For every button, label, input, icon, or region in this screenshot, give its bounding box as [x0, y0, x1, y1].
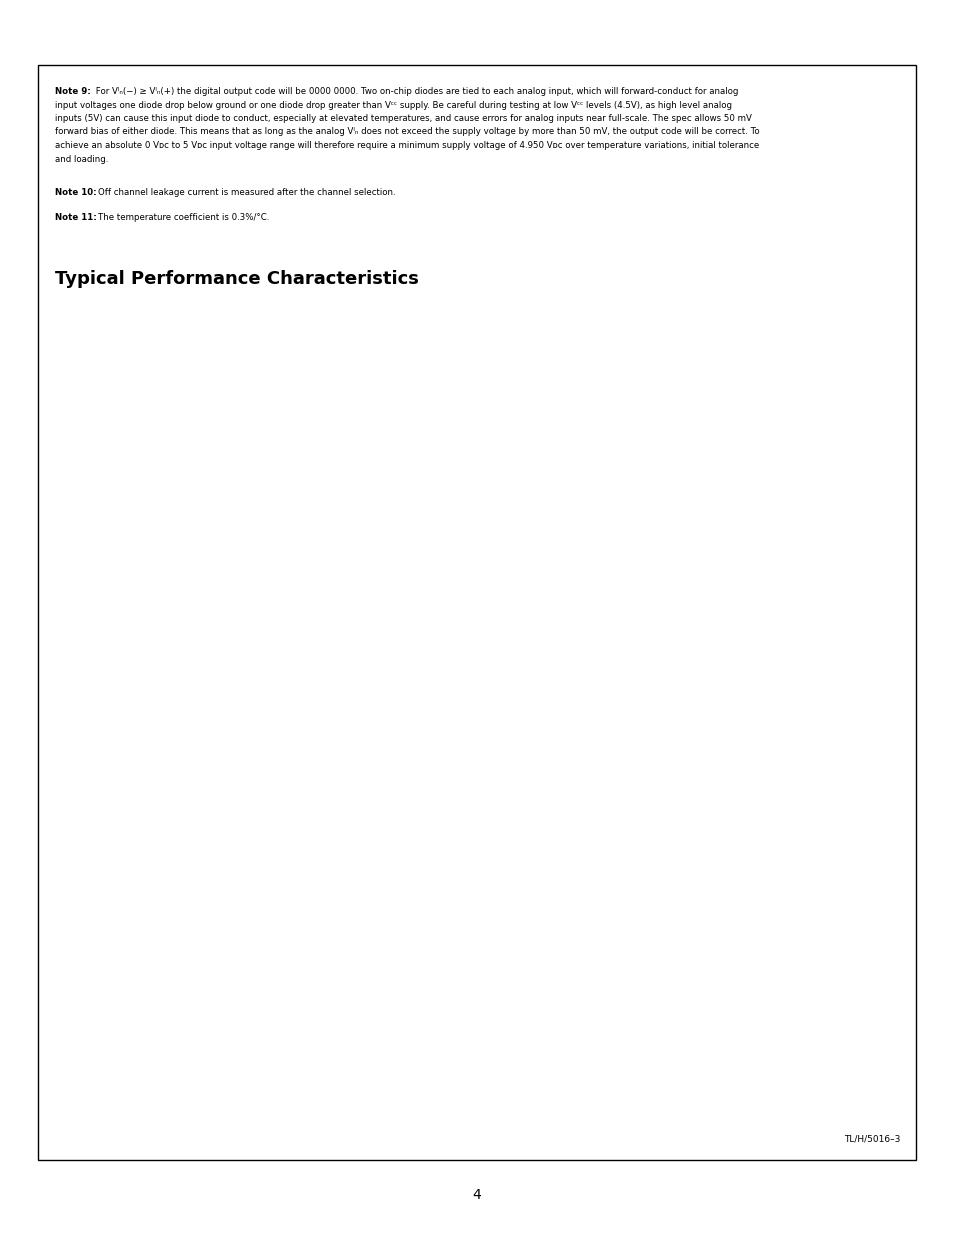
- X-axis label: V$_{CC}$ – SUPPLY VOLTAGE (V$_{DC}$): V$_{CC}$ – SUPPLY VOLTAGE (V$_{DC}$): [116, 446, 213, 456]
- Text: Logic Input Threshold
Voltage vs Supply Voltage: Logic Input Threshold Voltage vs Supply …: [101, 261, 229, 280]
- Text: Conversion Time vs
Temperature: Conversion Time vs Temperature: [217, 706, 313, 727]
- Text: and loading.: and loading.: [55, 154, 109, 163]
- Text: −65°C ≤ Tₐ ≤ +125°C: −65°C ≤ Tₐ ≤ +125°C: [92, 315, 154, 320]
- Text: achieve an absolute 0 Vᴅᴄ to 5 Vᴅᴄ input voltage range will therefore require a : achieve an absolute 0 Vᴅᴄ to 5 Vᴅᴄ input…: [55, 141, 759, 149]
- X-axis label: V$_{REF}$ (V): V$_{REF}$ (V): [554, 897, 585, 909]
- Text: Power Supply Current vs
Temperature: Power Supply Current vs Temperature: [621, 261, 742, 280]
- Text: Note 11:: Note 11:: [55, 212, 96, 221]
- Y-axis label: CONVERSION TIME (μs): CONVERSION TIME (μs): [133, 776, 139, 848]
- Y-axis label: OUTPUT CURRENT (mA): OUTPUT CURRENT (mA): [275, 332, 280, 398]
- Text: Linearity Error vs V$_{REF}$: Linearity Error vs V$_{REF}$: [211, 472, 318, 485]
- Text: forward bias of either diode. This means that as long as the analog Vᴵₙ does not: forward bias of either diode. This means…: [55, 127, 759, 137]
- Text: TL/H/5016–3: TL/H/5016–3: [842, 1134, 899, 1144]
- Text: V$_{CC}$ = 5V: V$_{CC}$ = 5V: [686, 308, 720, 317]
- X-axis label: TEMPERATURE (°C): TEMPERATURE (°C): [365, 446, 429, 453]
- X-axis label: TEMPERATURE (°C): TEMPERATURE (°C): [229, 897, 301, 905]
- Text: Conversion Time vs V$_{SUPPLY}$: Conversion Time vs V$_{SUPPLY}$: [505, 472, 634, 484]
- X-axis label: TEMPERATURE (°C): TEMPERATURE (°C): [650, 446, 714, 453]
- Text: T$_A$ = 25\u00b0C: T$_A$ = 25\u00b0C: [471, 519, 534, 531]
- X-axis label: V$_{REF}$ (V): V$_{REF}$ (V): [250, 662, 280, 674]
- Text: Note 10:: Note 10:: [55, 188, 96, 198]
- Text: Typical Performance Characteristics: Typical Performance Characteristics: [55, 270, 418, 288]
- Text: V$_{CC}$ = 5V
T$_A$ = 25°C
(ZERO AND FULL-SCALE
ADJUSTED): V$_{CC}$ = 5V T$_A$ = 25°C (ZERO AND FUL…: [243, 526, 317, 557]
- X-axis label: SUPPLY VOLTAGE (V): SUPPLY VOLTAGE (V): [531, 662, 608, 671]
- Text: I$_{SINK}$ V$_{DC}$=0.4V: I$_{SINK}$ V$_{DC}$=0.4V: [369, 403, 414, 412]
- Text: For Vᴵₙ(−) ≥ Vᴵₙ(+) the digital output code will be 0000 0000. Two on-chip diode: For Vᴵₙ(−) ≥ Vᴵₙ(+) the digital output c…: [92, 86, 738, 96]
- Text: The temperature coefficient is 0.3%/°C.: The temperature coefficient is 0.3%/°C.: [98, 212, 269, 221]
- Text: 4: 4: [472, 1188, 481, 1202]
- Text: Note 9:: Note 9:: [55, 86, 91, 96]
- Text: V$_{CC}$ = 5 V$_{DC}$: V$_{CC}$ = 5 V$_{DC}$: [401, 305, 438, 314]
- Text: I$_{SOURCE}$ V$_{DC}$=0V: I$_{SOURCE}$ V$_{DC}$=0V: [364, 359, 411, 368]
- Text: inputs (5V) can cause this input diode to conduct, especially at elevated temper: inputs (5V) can cause this input diode t…: [55, 114, 751, 124]
- Text: input voltages one diode drop below ground or one diode drop greater than Vᶜᶜ su: input voltages one diode drop below grou…: [55, 100, 731, 110]
- Text: V$_{CC}$ = 5V: V$_{CC}$ = 5V: [166, 753, 202, 766]
- Text: Output Current vs
Temperature: Output Current vs Temperature: [353, 261, 441, 280]
- Y-axis label: LOGIC INPUT THRESHOLD VOLTAGE (V): LOGIC INPUT THRESHOLD VOLTAGE (V): [53, 315, 58, 416]
- Y-axis label: LINEARITY ERROR (LSBs): LINEARITY ERROR (LSBs): [132, 538, 136, 616]
- Text: I$_{SOURCE}$ V$_{DC}$=2.4V: I$_{SOURCE}$ V$_{DC}$=2.4V: [364, 377, 416, 385]
- Text: Off channel leakage current is measured after the channel selection.: Off channel leakage current is measured …: [98, 188, 395, 198]
- Y-axis label: OFFSET ERROR (LSBs): OFFSET ERROR (LSBs): [438, 778, 444, 847]
- Text: V$_{IN}$(+)=V$_{IN}$(\u2212)=0
V$_{OC}$=2 mV
T$_A$=25\u00b0C: V$_{IN}$(+)=V$_{IN}$(\u2212)=0 V$_{OC}$=…: [543, 756, 614, 785]
- FancyBboxPatch shape: [38, 65, 915, 1160]
- Y-axis label: SUPPLY CURRENT (mA): SUPPLY CURRENT (mA): [553, 333, 558, 396]
- Text: I$_{SINK}$ V$_{DC}$=5V: I$_{SINK}$ V$_{DC}$=5V: [389, 330, 428, 338]
- Text: Unadjusted Offset Error vs
V$_{REF}$ Voltage: Unadjusted Offset Error vs V$_{REF}$ Vol…: [504, 706, 635, 731]
- Y-axis label: CONVERSION TIME (μs): CONVERSION TIME (μs): [438, 541, 443, 614]
